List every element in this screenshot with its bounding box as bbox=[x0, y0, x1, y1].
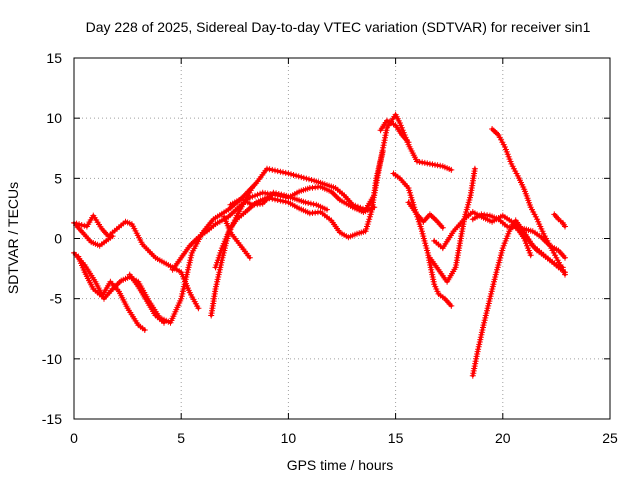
series-trace-16 bbox=[469, 217, 568, 379]
series-trace-18 bbox=[489, 126, 568, 278]
series-line bbox=[432, 210, 533, 257]
series-markers bbox=[431, 209, 534, 259]
x-tick-label: 10 bbox=[281, 430, 297, 446]
series-markers bbox=[71, 111, 455, 326]
x-tick-label: 5 bbox=[177, 430, 185, 446]
x-axis-label: GPS time / hours bbox=[287, 457, 394, 473]
x-tick-label: 0 bbox=[70, 430, 78, 446]
series-markers bbox=[469, 217, 568, 379]
series-trace-14 bbox=[431, 209, 534, 259]
series-markers bbox=[489, 126, 568, 278]
series-line bbox=[392, 172, 453, 308]
series-trace-8 bbox=[212, 148, 386, 271]
series-markers bbox=[377, 117, 412, 146]
series-trace-3 bbox=[73, 222, 116, 249]
series-trace-9 bbox=[221, 213, 253, 261]
y-tick-label: 15 bbox=[46, 50, 62, 66]
series-trace-13 bbox=[405, 199, 446, 231]
series-markers bbox=[73, 222, 116, 249]
y-tick-label: -5 bbox=[50, 291, 63, 307]
series-markers bbox=[551, 211, 568, 230]
series-line bbox=[471, 212, 567, 260]
plot-frame bbox=[73, 57, 611, 420]
series-markers bbox=[126, 271, 167, 326]
series-trace-4 bbox=[75, 253, 148, 333]
y-axis-label: SDTVAR / TECUs bbox=[5, 182, 21, 294]
series-markers bbox=[227, 189, 330, 213]
series-markers bbox=[514, 221, 566, 271]
series-trace-11 bbox=[377, 117, 412, 146]
plot-area bbox=[71, 111, 568, 379]
x-tick-label: 20 bbox=[495, 430, 511, 446]
y-tick-label: 10 bbox=[46, 110, 62, 126]
series-line bbox=[72, 113, 453, 325]
y-tick-label: 0 bbox=[54, 231, 62, 247]
grid bbox=[74, 58, 610, 419]
series-markers bbox=[221, 213, 253, 261]
series-markers bbox=[426, 165, 478, 285]
series-trace-5 bbox=[126, 271, 167, 326]
x-tick-label: 25 bbox=[602, 430, 618, 446]
y-tick-label: -15 bbox=[42, 411, 62, 427]
series-trace-12 bbox=[390, 170, 455, 309]
series-trace-15 bbox=[426, 165, 478, 285]
series-markers bbox=[75, 253, 148, 333]
series-markers bbox=[212, 148, 386, 271]
series-markers bbox=[390, 170, 455, 309]
series-trace-10 bbox=[227, 189, 330, 213]
series-trace-20 bbox=[551, 211, 568, 230]
series-trace-2 bbox=[71, 111, 455, 326]
y-tick-label: 5 bbox=[54, 170, 62, 186]
series-trace-19 bbox=[514, 221, 566, 271]
chart-title: Day 228 of 2025, Sidereal Day-to-day VTE… bbox=[86, 19, 591, 35]
y-axis: -15 -10 -5 0 5 10 15 bbox=[42, 50, 610, 427]
series-markers bbox=[405, 199, 446, 231]
x-tick-label: 15 bbox=[388, 430, 404, 446]
y-tick-label: -10 bbox=[42, 351, 62, 367]
